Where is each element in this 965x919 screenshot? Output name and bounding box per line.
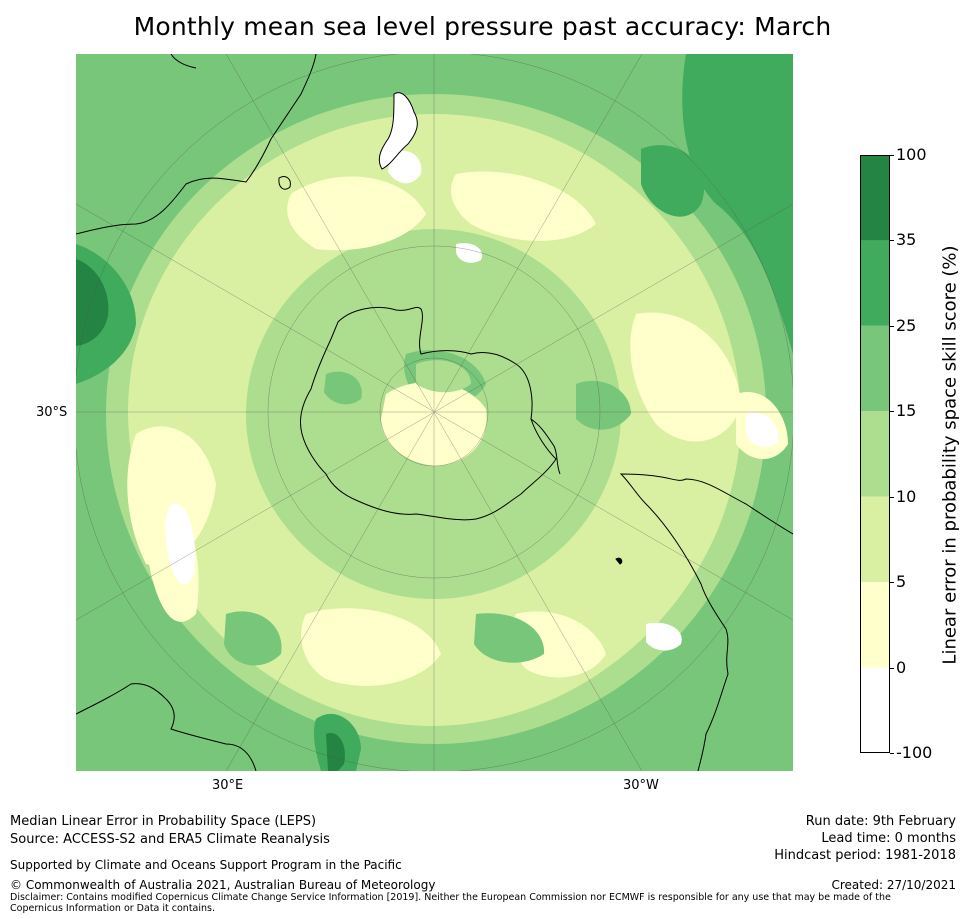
australia-coastline: [76, 54, 317, 235]
antarctic-peninsula: [530, 418, 561, 475]
skill-region-inner-4: [324, 371, 362, 405]
colorbar-tick-label: 0: [896, 657, 907, 677]
colorbar-segment: [860, 582, 890, 668]
skill-patch-1: [287, 176, 426, 251]
skill-region-corner-w2: [76, 259, 109, 346]
skill-region-inner-3: [576, 380, 631, 430]
footer-hindcast: Hindcast period: 1981-2018: [774, 848, 956, 863]
colorbar-segment: [860, 496, 890, 583]
colorbar-tick: [890, 582, 894, 584]
antarctica-coastline: [299, 306, 557, 521]
footer-leps: Median Linear Error in Probability Space…: [10, 814, 317, 829]
australia-coastline-2: [170, 54, 197, 69]
falklands-coastline: [615, 557, 623, 565]
skill-patch-3: [630, 312, 741, 442]
south-america-coastline: [619, 473, 793, 771]
skill-patch-7: [511, 611, 606, 678]
skill-patch-2: [451, 171, 596, 241]
lon-label-30w: 30°W: [623, 778, 659, 793]
colorbar-segment: [860, 411, 890, 497]
polar-skill-map: [76, 54, 793, 771]
skill-region-corner-s2: [326, 733, 345, 771]
colorbar-tick: [890, 667, 894, 669]
africa-coastline: [76, 683, 257, 771]
footer-run-date: Run date: 9th February: [805, 814, 956, 829]
skill-white-4: [746, 413, 779, 448]
new-zealand-coastline: [378, 92, 418, 170]
colorbar-tick-label: 5: [896, 572, 907, 592]
skill-region-corner-ne: [682, 54, 793, 354]
colorbar-tick-label: 100: [896, 145, 927, 164]
colorbar-tick: [890, 411, 894, 413]
colorbar-tick: [890, 240, 894, 242]
colorbar-segment: [860, 667, 890, 753]
skill-white-3: [646, 622, 682, 651]
colorbar-tick-label: 35: [896, 230, 917, 250]
skill-region-ring: [128, 114, 741, 726]
colorbar-tick: [890, 753, 894, 754]
colorbar: [860, 155, 890, 753]
footer-support: Supported by Climate and Oceans Support …: [10, 858, 402, 872]
colorbar-tick: [890, 496, 894, 498]
lon-label-30e: 30°E: [212, 778, 244, 793]
colorbar-segment: [860, 240, 890, 326]
colorbar-tick-label: -100: [896, 743, 933, 762]
colorbar-tick-label: 10: [896, 486, 917, 506]
footer-lead-time: Lead time: 0 months: [821, 831, 956, 846]
skill-region-inner-6: [224, 611, 282, 666]
skill-white-2: [388, 150, 422, 184]
skill-region-pole-green: [416, 360, 471, 393]
colorbar-tick: [890, 155, 894, 156]
colorbar-segment: [860, 325, 890, 412]
colorbar-label: Linear error in probability space skill …: [939, 245, 961, 665]
colorbar-tick: [890, 325, 894, 327]
skill-white-5: [456, 243, 483, 263]
tasmania-coastline: [278, 176, 291, 190]
page-title: Monthly mean sea level pressure past acc…: [133, 12, 832, 41]
lat-label-30s: 30°S: [36, 405, 68, 420]
footer-disclaimer: Disclaimer: Contains modified Copernicus…: [10, 892, 891, 914]
skill-patch-6: [301, 608, 441, 686]
footer-created: Created: 27/10/2021: [831, 878, 956, 892]
graticule: [76, 54, 793, 771]
footer-source: Source: ACCESS-S2 and ERA5 Climate Reana…: [10, 832, 330, 847]
footer-copyright: © Commonwealth of Australia 2021, Austra…: [10, 878, 436, 892]
colorbar-tick-label: 25: [896, 315, 917, 335]
colorbar-segment: [860, 155, 890, 241]
colorbar-frame: [860, 155, 890, 753]
colorbar-tick-label: 15: [896, 401, 917, 421]
skill-region-corner-ne2: [641, 145, 705, 217]
skill-region-inner-5: [474, 613, 545, 663]
